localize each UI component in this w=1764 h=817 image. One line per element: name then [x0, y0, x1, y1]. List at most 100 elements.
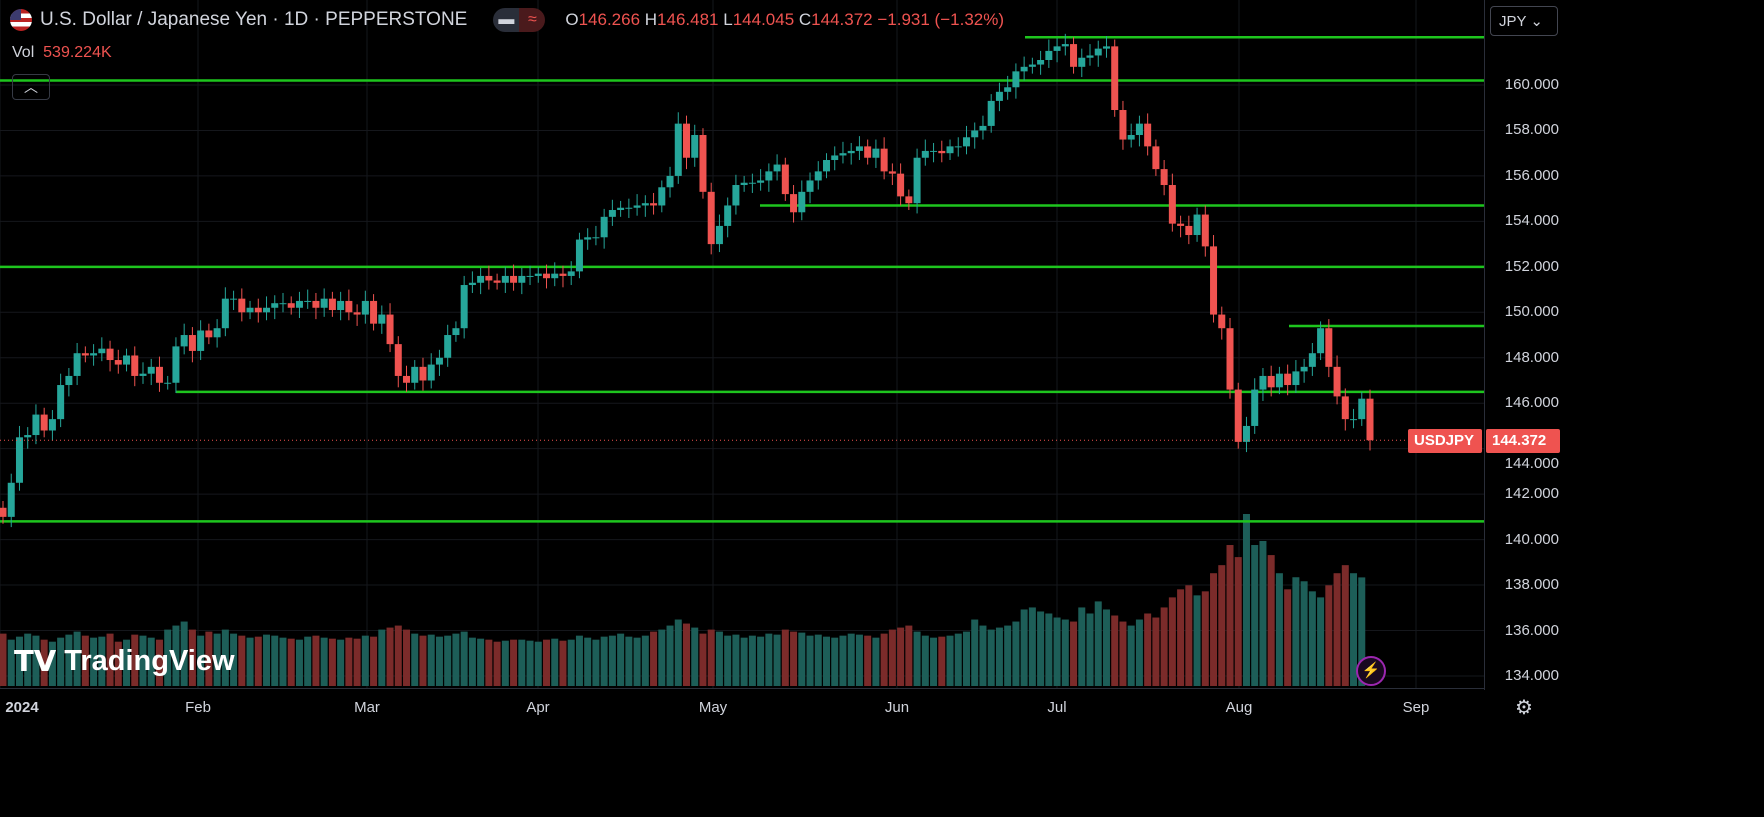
volume-bar	[971, 619, 979, 686]
volume-bar	[1078, 607, 1086, 686]
volume-bar	[295, 639, 303, 686]
candle-body	[1177, 223, 1185, 226]
bar-mode-icon[interactable]: ▬	[493, 8, 520, 32]
volume-bar	[872, 637, 880, 686]
low-value: 144.045	[732, 10, 795, 29]
candle-body	[1251, 389, 1259, 426]
collapse-legend-button[interactable]: ︿	[12, 74, 50, 100]
candle-body	[814, 171, 822, 181]
candle-body	[155, 366, 163, 383]
lightning-icon[interactable]: ⚡	[1356, 656, 1386, 686]
volume-bar	[732, 634, 740, 686]
last-price-tag: 144.372	[1486, 429, 1560, 453]
candle-body	[345, 300, 353, 313]
candle-body	[40, 414, 48, 431]
candle-body	[765, 171, 773, 181]
time-tick-label: Apr	[526, 699, 550, 716]
volume-bar	[790, 631, 798, 686]
volume-bar	[7, 639, 15, 686]
candle-body	[1267, 375, 1275, 388]
volume-bar	[1185, 585, 1193, 686]
volume-bar	[1102, 609, 1110, 686]
price-tick-label: 134.000	[1504, 666, 1559, 684]
candle-body	[304, 300, 312, 302]
volume-bar	[238, 635, 246, 686]
volume-bar	[847, 633, 855, 686]
volume-bar	[1308, 591, 1316, 686]
volume-legend: Vol 539.224K	[12, 44, 112, 62]
volume-bar	[625, 636, 633, 686]
volume-bar	[1028, 607, 1036, 686]
candle-body	[1325, 328, 1333, 367]
chart-mode-toggle[interactable]: ▬ ≈	[493, 8, 546, 32]
candle-body	[279, 303, 287, 305]
currency-dropdown[interactable]: JPY ⌄	[1490, 6, 1558, 36]
price-axis[interactable]: 160.000 158.000 156.000 154.000 152.000 150.0…	[1484, 0, 1565, 690]
symbol-title: U.S. Dollar / Japanese Yen · 1D · PEPPER…	[40, 9, 468, 30]
symbol-tag: USDJPY	[1408, 429, 1482, 453]
volume-bar	[905, 625, 913, 686]
volume-bar	[962, 631, 970, 686]
candle-body	[1234, 389, 1242, 442]
candle-body	[378, 314, 386, 324]
volume-bar	[1218, 565, 1226, 686]
candle-body	[995, 91, 1003, 101]
volume-bar	[1119, 621, 1127, 686]
time-axis[interactable]: 2024 Feb Mar Apr May Jun Jul Aug Sep	[0, 688, 1484, 727]
volume-bar	[666, 625, 674, 686]
volume-bar	[1350, 573, 1358, 686]
symbol-header[interactable]: U.S. Dollar / Japanese Yen · 1D · PEPPER…	[10, 8, 1004, 32]
price-tick-label: 136.000	[1504, 621, 1559, 639]
candle-body	[608, 210, 616, 217]
candle-body	[510, 275, 518, 283]
low-label: L	[723, 10, 733, 29]
candle-body	[81, 353, 89, 356]
price-chart[interactable]	[0, 0, 1484, 688]
candle-body	[65, 375, 73, 386]
open-value: 146.266	[578, 10, 641, 29]
volume-bar	[880, 633, 888, 686]
volume-bar	[312, 635, 320, 686]
candle-body	[757, 180, 765, 183]
volume-bar	[188, 629, 196, 686]
volume-bar	[1325, 585, 1333, 686]
volume-bar	[361, 635, 369, 686]
volume-bar	[328, 638, 336, 686]
volume-bar	[65, 634, 73, 686]
candle-body	[287, 303, 295, 308]
price-tick-label: 146.000	[1504, 394, 1559, 412]
volume-bar	[938, 636, 946, 686]
candle-body	[1275, 373, 1283, 388]
volume-bar	[172, 625, 180, 686]
volume-bar	[1275, 573, 1283, 686]
volume-bar	[510, 639, 518, 686]
candle-body	[147, 366, 155, 374]
candle-body	[0, 507, 7, 517]
volume-bar	[575, 635, 583, 686]
volume-bar	[131, 634, 139, 686]
candle-body	[938, 150, 946, 154]
volume-bar	[822, 636, 830, 686]
candle-body	[1086, 55, 1094, 58]
volume-bar	[1061, 619, 1069, 686]
approx-mode-icon[interactable]: ≈	[519, 8, 546, 32]
volume-bar	[81, 635, 89, 686]
candle-body	[7, 482, 15, 517]
volume-bar	[279, 637, 287, 686]
volume-bar	[1267, 555, 1275, 686]
candle-body	[263, 307, 271, 313]
price-tick-label: 138.000	[1504, 576, 1559, 594]
settings-gear-icon[interactable]: ⚙	[1515, 697, 1533, 719]
candle-body	[370, 300, 378, 324]
time-tick-label: Jul	[1047, 699, 1067, 716]
volume-bar	[979, 625, 987, 686]
volume-bar	[1094, 601, 1102, 686]
candle-body	[180, 335, 188, 347]
candle-body	[773, 164, 781, 172]
candle-body	[1078, 57, 1086, 67]
tradingview-logo[interactable]: 𝗧𝗩 TradingView	[14, 644, 235, 679]
candle-body	[48, 419, 56, 431]
volume-bar	[139, 635, 147, 686]
candle-body	[24, 435, 32, 438]
candle-body	[715, 225, 723, 245]
